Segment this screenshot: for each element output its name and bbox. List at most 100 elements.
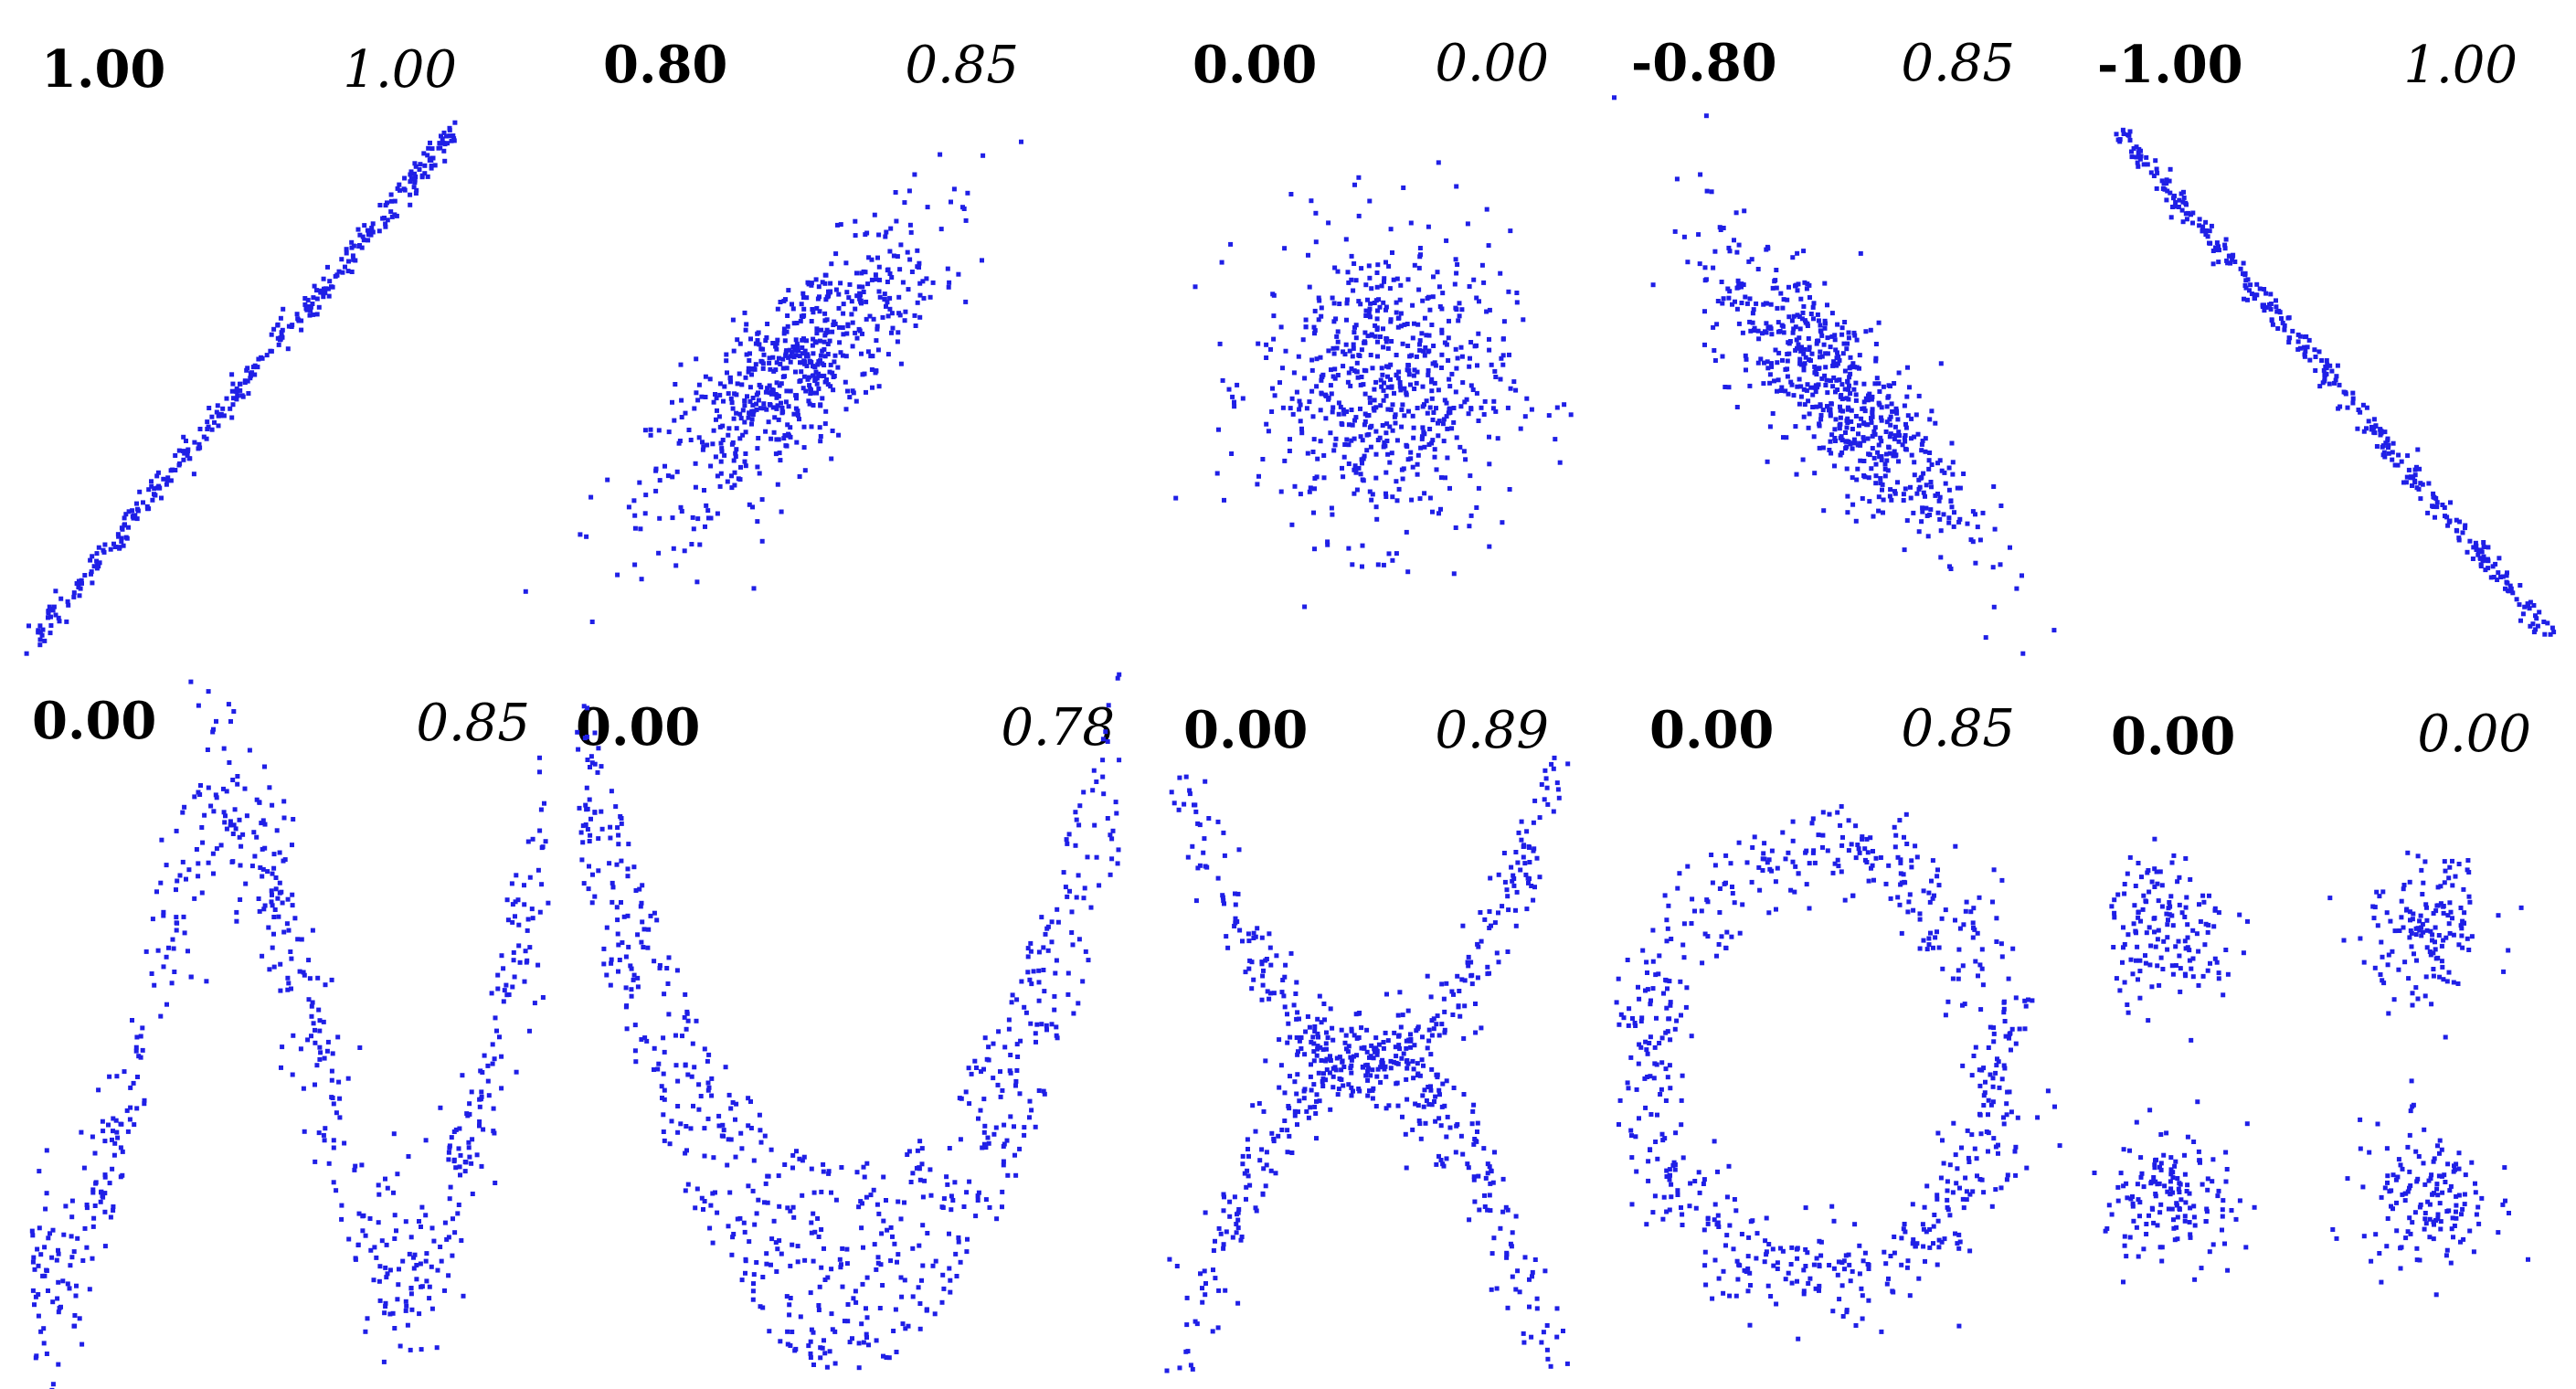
scatter-point (1837, 423, 1842, 429)
scatter-point (950, 1198, 956, 1203)
scatter-point (682, 548, 687, 554)
scatter-point (419, 1347, 424, 1352)
scatter-point (93, 1181, 99, 1186)
scatter-point (1418, 1136, 1424, 1141)
scatter-point (1723, 1243, 1728, 1248)
scatter-point (1393, 420, 1398, 426)
scatter-point (1411, 1076, 1416, 1081)
scatter-point (983, 1145, 989, 1150)
scatter-point (429, 146, 435, 152)
scatter-point (88, 557, 93, 563)
scatter-point (155, 470, 161, 475)
scatter-point (301, 1086, 306, 1091)
scatter-point (1834, 363, 1839, 368)
scatter-point (1669, 1182, 1674, 1187)
scatter-point (361, 238, 366, 243)
scatter-point (1650, 959, 1656, 964)
scatter-point (1895, 417, 1901, 422)
scatter-point (1318, 1044, 1323, 1050)
scatter-point (1702, 265, 1708, 270)
scatter-point (2210, 261, 2216, 267)
scatter-point (905, 249, 910, 255)
scatter-point (1260, 1192, 1266, 1197)
scatter-point (721, 1128, 726, 1133)
panel-6-mi-value: 0.85 (416, 694, 530, 753)
scatter-point (2433, 514, 2437, 520)
scatter-point (1927, 451, 1933, 455)
scatter-point (860, 1201, 864, 1206)
scatter-point (1617, 1097, 1623, 1103)
scatter-point (38, 1252, 44, 1257)
scatter-point (1763, 1238, 1768, 1244)
scatter-point (616, 942, 621, 948)
panel-9-pearson-value: 0.00 (1649, 700, 1774, 760)
scatter-point (1033, 1031, 1038, 1036)
scatter-point (1839, 397, 1845, 402)
scatter-point (342, 1140, 347, 1146)
scatter-point (2004, 1177, 2009, 1182)
scatter-point (413, 191, 419, 196)
scatter-point (199, 890, 205, 896)
scatter-point (765, 322, 770, 326)
scatter-point (1264, 1162, 1269, 1168)
scatter-point (1860, 435, 1866, 440)
scatter-point (56, 1251, 61, 1256)
scatter-point (258, 865, 263, 870)
scatter-point (451, 133, 456, 138)
scatter-point (819, 1227, 824, 1232)
scatter-point (1908, 495, 1913, 501)
scatter-point (1727, 249, 1733, 254)
scatter-point (1530, 1274, 1534, 1279)
scatter-point (2231, 252, 2236, 258)
scatter-point (1506, 907, 1511, 913)
scatter-point (782, 433, 788, 438)
scatter-point (1384, 336, 1390, 342)
scatter-point (1382, 276, 1387, 281)
scatter-point (1475, 363, 1479, 368)
scatter-point (1924, 1183, 1930, 1189)
scatter-point (1378, 1065, 1383, 1070)
scatter-point (321, 294, 326, 300)
scatter-point (700, 447, 705, 452)
scatter-point (729, 473, 734, 479)
scatter-point (587, 864, 591, 869)
scatter-point (1388, 362, 1394, 367)
scatter-point (755, 519, 760, 525)
scatter-point (1041, 1088, 1046, 1094)
scatter-point (829, 261, 834, 267)
scatter-point (1412, 1043, 1417, 1048)
scatter-point (1307, 1024, 1312, 1030)
scatter-point (773, 451, 779, 457)
scatter-point (1358, 434, 1363, 440)
scatter-point (1458, 404, 1464, 409)
scatter-point (826, 293, 831, 299)
scatter-point (1712, 249, 1718, 254)
scatter-point (775, 337, 780, 343)
scatter-point (1844, 396, 1850, 401)
scatter-point (408, 172, 413, 177)
scatter-point (683, 410, 688, 416)
scatter-point (809, 1220, 814, 1225)
scatter-point (768, 366, 773, 372)
scatter-point (343, 264, 347, 270)
scatter-point (79, 1129, 84, 1135)
scatter-point (660, 1096, 664, 1100)
scatter-point (1405, 1066, 1410, 1071)
scatter-point (1282, 1119, 1288, 1123)
scatter-point (44, 1148, 49, 1153)
scatter-point (1366, 431, 1372, 437)
scatter-point (1015, 1055, 1021, 1059)
scatter-point (1419, 436, 1425, 441)
scatter-point (339, 1203, 345, 1208)
scatter-point (1344, 1046, 1349, 1052)
scatter-point (1892, 449, 1897, 454)
scatter-point (764, 407, 769, 412)
scatter-point (635, 975, 641, 981)
scatter-point (1064, 837, 1069, 843)
scatter-point (705, 1087, 711, 1093)
scatter-point (1938, 555, 1944, 560)
scatter-point (821, 1161, 826, 1167)
scatter-point (1478, 910, 1483, 915)
scatter-point (1685, 260, 1691, 265)
scatter-point (1895, 854, 1901, 860)
